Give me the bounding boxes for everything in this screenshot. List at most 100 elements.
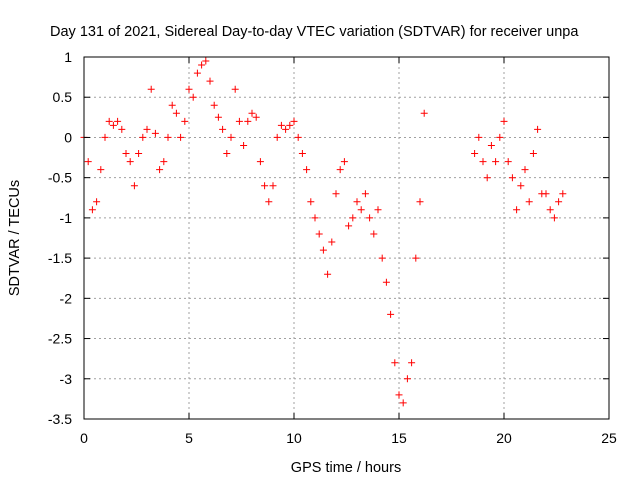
data-point	[244, 117, 252, 125]
y-tick-label: -1.5	[48, 250, 72, 266]
data-point	[240, 142, 248, 149]
y-tick-label: 1	[64, 49, 72, 65]
data-point	[269, 182, 277, 190]
data-point	[294, 133, 302, 141]
data-point	[139, 133, 147, 141]
data-point	[546, 206, 554, 214]
data-point	[332, 190, 340, 198]
data-point	[189, 93, 197, 101]
data-point	[227, 133, 235, 141]
y-tick-label: 0	[64, 129, 72, 145]
data-point	[496, 133, 504, 141]
y-tick-label: -0.5	[48, 170, 72, 186]
data-point	[122, 150, 130, 157]
data-point	[378, 254, 386, 262]
data-point	[315, 230, 323, 238]
data-point	[361, 190, 369, 198]
data-point	[114, 117, 122, 125]
data-point	[311, 214, 319, 222]
data-point	[479, 158, 487, 166]
data-point	[88, 206, 96, 214]
data-point	[290, 117, 298, 125]
data-point	[168, 101, 176, 109]
data-point	[151, 129, 159, 137]
data-point	[336, 166, 344, 174]
data-point	[223, 150, 231, 157]
grid	[84, 57, 609, 419]
data-point	[164, 133, 172, 141]
data-point	[303, 166, 311, 174]
data-point	[353, 198, 361, 206]
data-point	[550, 214, 558, 222]
data-point	[374, 206, 382, 214]
x-tick-label: 25	[601, 430, 617, 446]
data-point	[210, 101, 218, 109]
y-tick-label: -3	[60, 371, 73, 387]
data-point	[328, 238, 336, 246]
y-tick-label: -1	[60, 210, 73, 226]
data-point	[420, 109, 428, 117]
data-point	[147, 85, 155, 93]
data-point	[471, 150, 479, 157]
data-point	[177, 133, 185, 141]
data-point	[261, 182, 269, 190]
data-point	[395, 391, 403, 399]
data-point	[357, 206, 365, 214]
data-point	[399, 399, 407, 407]
data-point	[349, 214, 357, 222]
x-tick-labels: 0 5 10 15 20 25	[80, 430, 617, 446]
data-point	[97, 166, 105, 174]
data-point	[118, 125, 126, 133]
data-point	[219, 125, 227, 133]
data-point	[513, 206, 521, 214]
data-point	[412, 254, 420, 262]
y-tick-label: -3.5	[48, 411, 72, 427]
data-point	[156, 166, 164, 174]
data-point	[130, 182, 138, 190]
x-tick-label: 0	[80, 430, 88, 446]
y-tick-labels: 1 0.5 0 -0.5 -1 -1.5 -2 -2.5 -3 -3.5	[48, 49, 72, 427]
data-point	[143, 125, 151, 133]
data-point	[517, 182, 525, 190]
data-point	[542, 190, 550, 198]
data-point	[84, 158, 92, 166]
data-point	[252, 113, 260, 121]
data-point	[185, 85, 193, 93]
y-tick-label: 0.5	[53, 89, 73, 105]
data-point	[235, 117, 243, 125]
data-point	[172, 109, 180, 117]
y-tick-label: -2.5	[48, 331, 72, 347]
data-point	[198, 61, 206, 69]
data-point	[403, 375, 411, 383]
data-point	[298, 150, 306, 157]
data-point	[101, 133, 109, 141]
data-point	[286, 121, 294, 129]
x-tick-label: 20	[496, 430, 512, 446]
data-point	[248, 109, 256, 117]
data-point	[387, 310, 395, 318]
data-point	[500, 117, 508, 125]
data-point	[307, 198, 315, 206]
data-point	[181, 117, 189, 125]
data-point	[345, 222, 353, 230]
data-point	[273, 133, 281, 141]
data-point	[93, 198, 101, 206]
chart-title: Day 131 of 2021, Sidereal Day-to-day VTE…	[50, 24, 579, 40]
data-point	[206, 77, 214, 85]
data-point	[475, 133, 483, 141]
data-point	[193, 69, 201, 77]
data-series	[80, 57, 567, 407]
data-point	[160, 158, 168, 166]
data-point	[508, 174, 516, 182]
data-point	[366, 214, 374, 222]
data-point	[370, 230, 378, 238]
data-point	[265, 198, 273, 206]
data-point	[231, 85, 239, 93]
x-tick-label: 10	[286, 430, 302, 446]
data-point	[109, 121, 117, 129]
data-point	[135, 150, 143, 157]
data-point	[408, 359, 416, 367]
data-point	[534, 125, 542, 133]
data-point	[214, 113, 222, 121]
data-point	[277, 121, 285, 129]
